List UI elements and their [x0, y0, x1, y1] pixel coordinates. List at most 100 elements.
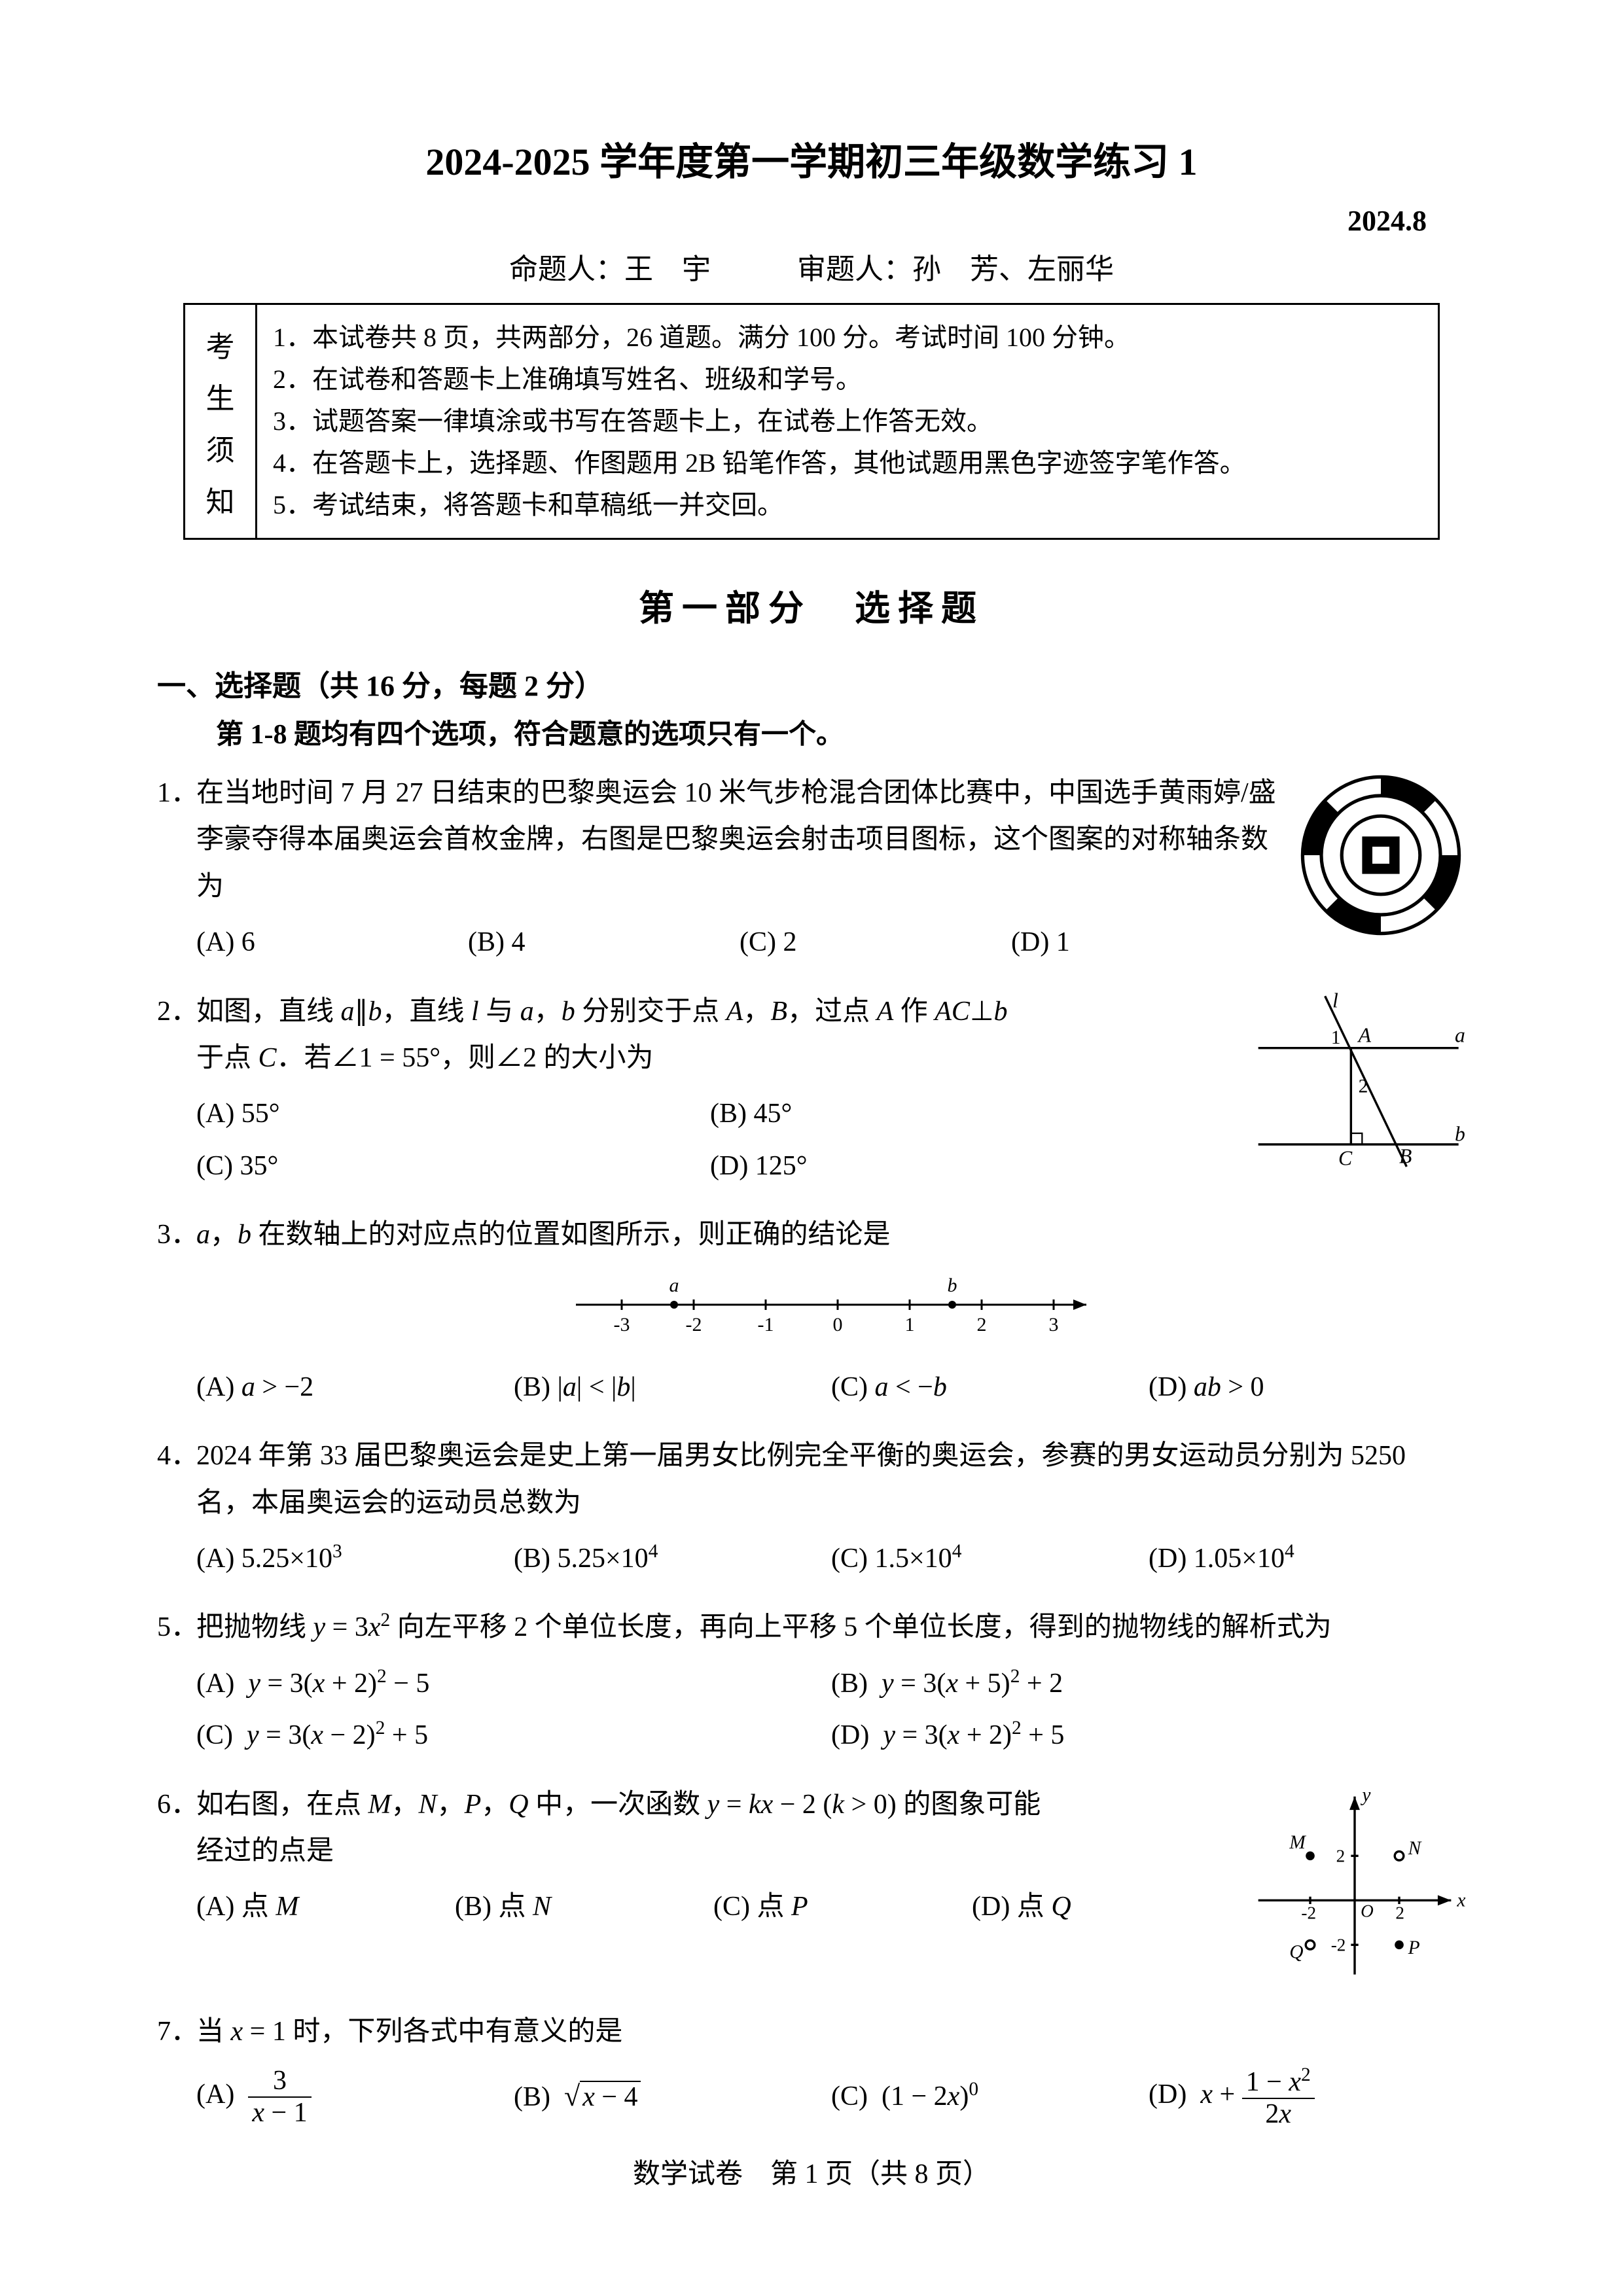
svg-text:a: a [1455, 1023, 1465, 1046]
q1-opt-a: (A) 6 [196, 917, 468, 968]
notice-item: 1．本试卷共 8 页，共两部分，26 道题。满分 100 分。考试时间 100 … [273, 317, 1422, 359]
question-6: 6． 如右图，在点 M，N，P，Q 中，一次函数 y = kx − 2 (k >… [157, 1782, 1466, 1989]
svg-text:x: x [1456, 1890, 1465, 1911]
svg-text:-2: -2 [1331, 1935, 1346, 1954]
svg-text:2: 2 [977, 1314, 987, 1335]
svg-text:-3: -3 [614, 1314, 630, 1335]
svg-text:a: a [669, 1275, 679, 1296]
notice-char: 须 [206, 427, 235, 468]
svg-text:-2: -2 [686, 1314, 702, 1335]
svg-text:l: l [1332, 989, 1338, 1012]
svg-text:1: 1 [905, 1314, 915, 1335]
q5-opt-c: (C) y = 3(x − 2)2 + 5 [196, 1710, 831, 1761]
svg-text:b: b [948, 1275, 957, 1296]
svg-text:N: N [1408, 1838, 1423, 1859]
svg-text:y: y [1360, 1784, 1371, 1805]
svg-text:A: A [1357, 1023, 1372, 1046]
page-footer: 数学试卷 第 1 页（共 8 页） [0, 2151, 1623, 2191]
q3-text: a，b 在数轴上的对应点的位置如图所示，则正确的结论是 [196, 1212, 1466, 1258]
authors-line: 命题人：王 宇 审题人：孙 芳、左丽华 [157, 245, 1466, 287]
notice-item: 4．在答题卡上，选择题、作图题用 2B 铅笔作答，其他试题用黑色字迹签字笔作答。 [273, 442, 1422, 484]
svg-text:2: 2 [1336, 1846, 1346, 1865]
q2-opt-d: (D) 125° [710, 1140, 1224, 1192]
q2-figure-parallel-lines: l A a b B C 1 2 [1243, 989, 1466, 1182]
section1-note: 第 1-8 题均有四个选项，符合题意的选项只有一个。 [216, 712, 1466, 752]
q3-opt-b: (B) |a| < |b| [514, 1362, 831, 1413]
exam-title: 2024-2025 学年度第一学期初三年级数学练习 1 [157, 131, 1466, 186]
notice-char: 考 [206, 323, 235, 365]
svg-text:0: 0 [833, 1314, 843, 1335]
question-1: 1． 在当地时间 7 月 27 日结束的巴黎奥运会 10 米气步枪混合团体比赛中… [157, 770, 1466, 969]
notice-char: 知 [206, 478, 235, 520]
q3-opt-d: (D) ab > 0 [1149, 1362, 1466, 1413]
q7-opt-a: (A) 3x − 1 [196, 2063, 514, 2130]
q5-opt-d: (D) y = 3(x + 2)2 + 5 [831, 1710, 1466, 1761]
q1-figure-shooting-icon [1296, 770, 1466, 940]
q7-opt-d: (D) x + 1 − x22x [1149, 2062, 1466, 2131]
q2-text: 如图，直线 a∥b，直线 l 与 a，b 分别交于点 A，B，过点 A 作 AC… [196, 989, 1224, 1082]
q6-opt-a: (A) 点 M [196, 1881, 455, 1933]
q1-opt-b: (B) 4 [468, 917, 740, 968]
question-4: 4． 2024 年第 33 届巴黎奥运会是史上第一届男女比例完全平衡的奥运会，参… [157, 1433, 1466, 1585]
part1-header: 第一部分 选择题 [157, 579, 1466, 631]
notice-char: 生 [206, 375, 235, 417]
q-number: 5． [157, 1604, 198, 1651]
svg-text:-1: -1 [758, 1314, 774, 1335]
question-2: 2． 如图，直线 a∥b，直线 l 与 a，b 分别交于点 A，B，过点 A 作… [157, 989, 1466, 1193]
svg-text:2: 2 [1395, 1903, 1404, 1922]
q2-opt-c: (C) 35° [196, 1140, 710, 1192]
notice-items: 1．本试卷共 8 页，共两部分，26 道题。满分 100 分。考试时间 100 … [257, 305, 1438, 538]
q2-opt-a: (A) 55° [196, 1088, 710, 1140]
q-number: 2． [157, 989, 198, 1035]
q1-text: 在当地时间 7 月 27 日结束的巴黎奥运会 10 米气步枪混合团体比赛中，中国… [196, 770, 1283, 910]
svg-text:B: B [1399, 1144, 1412, 1167]
svg-text:P: P [1408, 1937, 1420, 1958]
q3-opt-a: (A) a > −2 [196, 1362, 514, 1413]
section1-heading: 一、选择题（共 16 分，每题 2 分） [157, 662, 1466, 704]
q5-opt-b: (B) y = 3(x + 5)2 + 2 [831, 1658, 1466, 1710]
q-number: 6． [157, 1782, 198, 1828]
question-5: 5． 把抛物线 y = 3x2 向左平移 2 个单位长度，再向上平移 5 个单位… [157, 1604, 1466, 1761]
exam-date: 2024.8 [157, 204, 1466, 238]
q7-opt-c: (C) (1 − 2x)0 [831, 2071, 1149, 2123]
svg-text:Q: Q [1289, 1941, 1303, 1962]
q7-text: 当 x = 1 时，下列各式中有意义的是 [196, 2009, 1466, 2055]
q3-opt-c: (C) a < −b [831, 1362, 1149, 1413]
notice-item: 5．考试结束，将答题卡和草稿纸一并交回。 [273, 484, 1422, 526]
svg-text:M: M [1289, 1832, 1306, 1853]
q-number: 3． [157, 1212, 198, 1258]
q5-opt-a: (A) y = 3(x + 2)2 − 5 [196, 1658, 831, 1710]
q6-figure-coordinate-plane: x y O -2 2 2 -2 M N Q P [1243, 1782, 1466, 1989]
notice-label: 考 生 须 知 [185, 305, 257, 538]
question-7: 7． 当 x = 1 时，下列各式中有意义的是 (A) 3x − 1 (B) x… [157, 2009, 1466, 2132]
svg-text:O: O [1361, 1901, 1374, 1920]
notice-box: 考 生 须 知 1．本试卷共 8 页，共两部分，26 道题。满分 100 分。考… [183, 303, 1440, 540]
q-number: 7． [157, 2009, 198, 2055]
question-3: 3． a，b 在数轴上的对应点的位置如图所示，则正确的结论是 -3 -2 -1 … [157, 1212, 1466, 1413]
svg-text:C: C [1338, 1146, 1353, 1169]
q4-opt-a: (A) 5.25×103 [196, 1533, 514, 1585]
q1-opt-c: (C) 2 [740, 917, 1011, 968]
q2-opt-b: (B) 45° [710, 1088, 1224, 1140]
svg-text:2: 2 [1359, 1076, 1368, 1097]
svg-text:1: 1 [1331, 1027, 1341, 1048]
q-number: 1． [157, 770, 198, 817]
q5-text: 把抛物线 y = 3x2 向左平移 2 个单位长度，再向上平移 5 个单位长度，… [196, 1604, 1466, 1651]
notice-item: 3．试题答案一律填涂或书写在答题卡上，在试卷上作答无效。 [273, 400, 1422, 442]
q4-text: 2024 年第 33 届巴黎奥运会是史上第一届男女比例完全平衡的奥运会，参赛的男… [196, 1433, 1466, 1527]
q4-opt-c: (C) 1.5×104 [831, 1533, 1149, 1585]
q4-opt-d: (D) 1.05×104 [1149, 1533, 1466, 1585]
q1-opt-d: (D) 1 [1011, 917, 1283, 968]
q-number: 4． [157, 1433, 198, 1479]
q6-opt-c: (C) 点 P [713, 1881, 972, 1933]
q3-figure-number-line: -3 -2 -1 0 1 2 3 a b [537, 1265, 1126, 1337]
q7-opt-b: (B) x − 4 [514, 2070, 831, 2124]
svg-text:-2: -2 [1301, 1903, 1316, 1922]
notice-item: 2．在试卷和答题卡上准确填写姓名、班级和学号。 [273, 359, 1422, 400]
svg-text:b: b [1455, 1122, 1465, 1145]
q6-text: 如右图，在点 M，N，P，Q 中，一次函数 y = kx − 2 (k > 0)… [196, 1782, 1230, 1875]
q4-opt-b: (B) 5.25×104 [514, 1533, 831, 1585]
q6-opt-d: (D) 点 Q [972, 1881, 1230, 1933]
svg-text:3: 3 [1049, 1314, 1059, 1335]
q6-opt-b: (B) 点 N [455, 1881, 713, 1933]
